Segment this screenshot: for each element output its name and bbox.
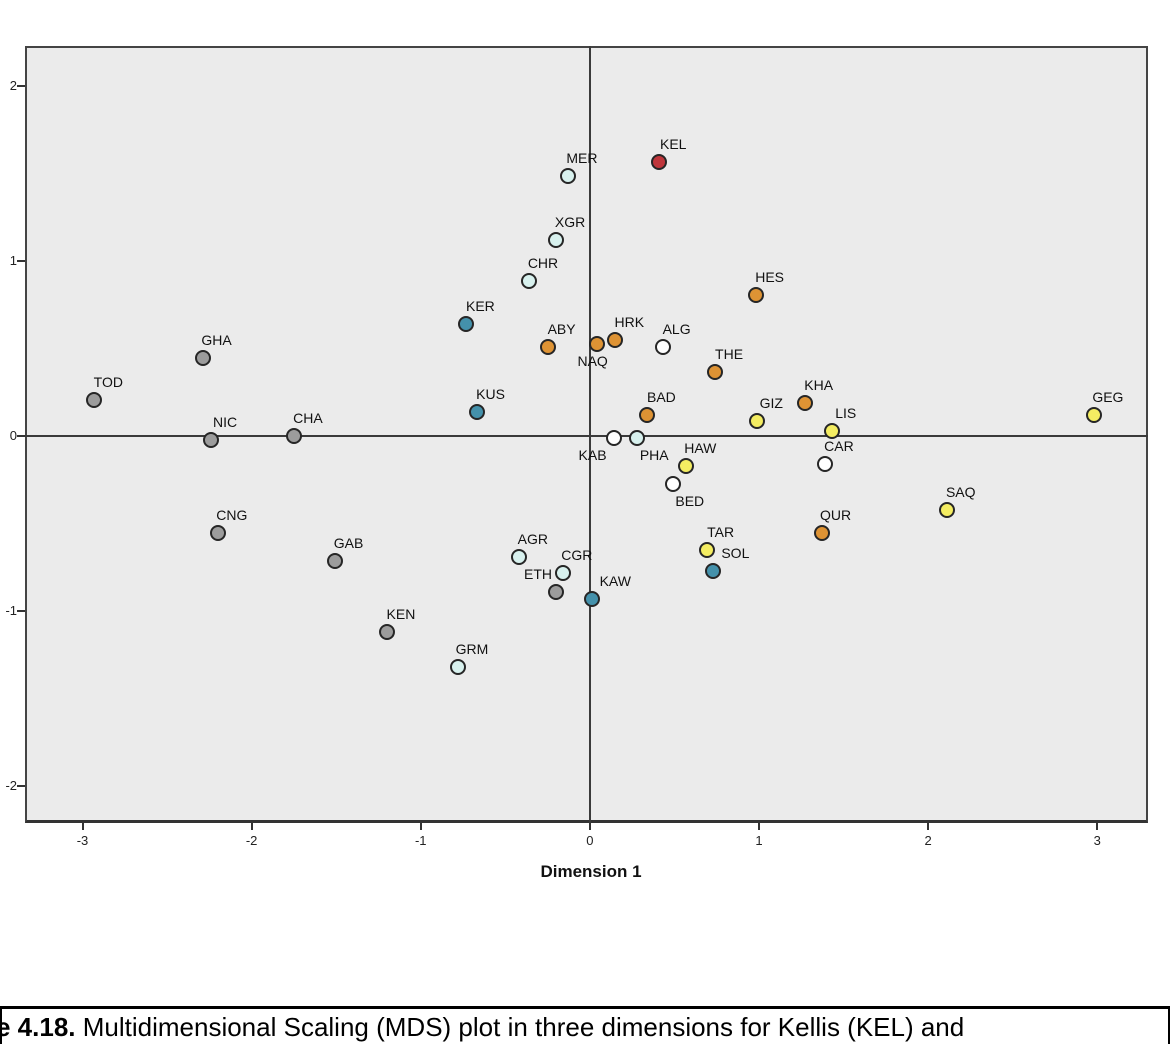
x-axis-tick-label: -3: [76, 833, 89, 848]
figure-caption: e 4.18. Multidimensional Scaling (MDS) p…: [0, 1006, 1170, 1044]
x-axis-tick: [758, 823, 760, 830]
y-axis-tick: [17, 85, 25, 88]
plot-area: [25, 46, 1148, 823]
caption-text: e 4.18. Multidimensional Scaling (MDS) p…: [0, 1012, 1168, 1043]
x-axis-tick-label: 3: [1093, 833, 1101, 848]
y-axis-tick-label: 2: [9, 78, 17, 94]
y-axis-tick-label: -1: [5, 603, 17, 619]
x-axis-tick-label: 0: [586, 833, 594, 848]
x-axis-tick: [81, 823, 84, 830]
y-axis-tick: [17, 260, 25, 263]
x-axis-tick: [588, 823, 591, 830]
legend: Sub-Saharan Africa Lower Nubia Lower Egy…: [0, 895, 585, 995]
y-axis-tick-label: -2: [5, 778, 17, 794]
x-axis-tick: [927, 823, 930, 830]
x-axis-tick: [250, 823, 253, 830]
x-axis-tick-label: 1: [755, 833, 763, 848]
x-axis-tick: [419, 823, 422, 830]
x-axis-title: Dimension 1: [540, 862, 642, 881]
caption-body: Multidimensional Scaling (MDS) plot in t…: [75, 1012, 965, 1042]
x-axis-tick-label: 2: [924, 833, 932, 848]
x-axis-tick-label: -1: [414, 833, 427, 848]
y-axis-tick: [17, 610, 25, 613]
x-axis-tick-label: -2: [245, 833, 258, 848]
y-axis-tick-label: 1: [9, 253, 17, 269]
caption-number: e 4.18.: [0, 1012, 76, 1042]
y-axis-tick-label: 0: [9, 428, 17, 444]
x-axis-tick: [1096, 823, 1099, 830]
y-axis-tick: [17, 785, 25, 788]
y-axis-tick: [17, 435, 25, 438]
